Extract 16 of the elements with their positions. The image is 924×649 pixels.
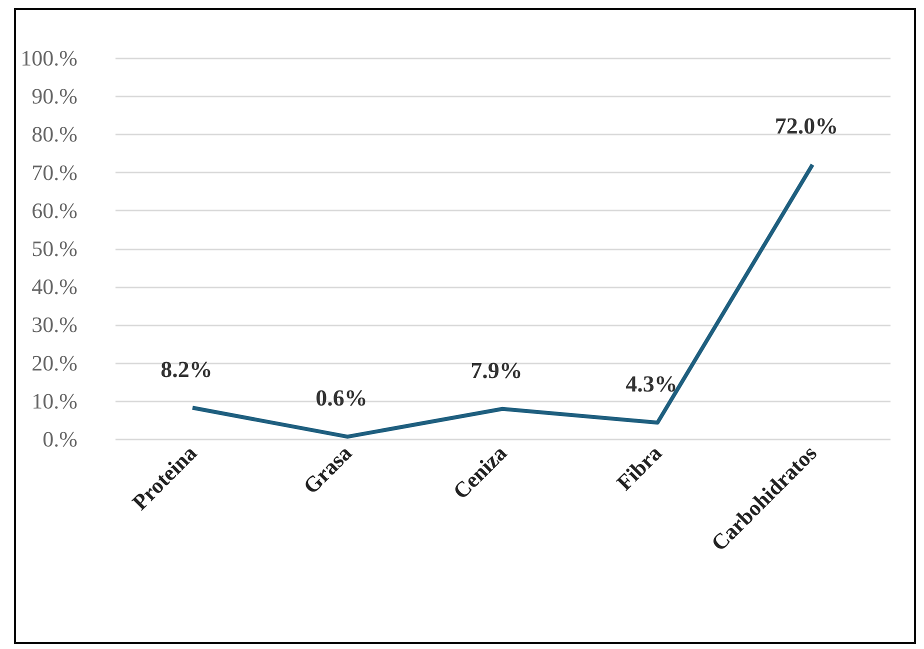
data-label: 7.9%: [470, 358, 522, 383]
data-label: 0.6%: [316, 386, 368, 411]
y-tick-label: 50.%: [32, 236, 78, 261]
y-tick-label: 90.%: [32, 84, 78, 109]
y-tick-label: 40.%: [32, 274, 78, 300]
y-tick-label: 100.%: [20, 46, 78, 70]
y-tick-label: 20.%: [32, 350, 78, 376]
y-tick-label: 60.%: [32, 198, 78, 223]
y-tick-label: 70.%: [32, 160, 78, 185]
data-label: 4.3%: [626, 372, 678, 397]
y-tick-label: 80.%: [32, 122, 78, 147]
data-label: 8.2%: [160, 356, 212, 382]
y-tick-label: 0.%: [42, 426, 78, 452]
y-tick-label: 30.%: [32, 312, 78, 338]
data-label: 72.0%: [774, 114, 838, 139]
y-tick-label: 10.%: [32, 388, 78, 414]
